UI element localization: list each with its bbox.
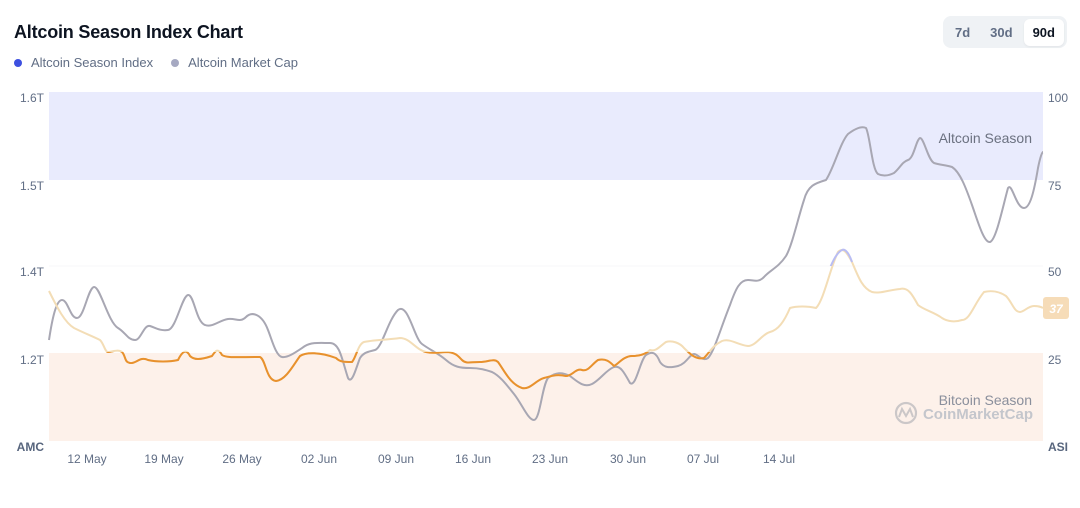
altcoin-season-label: Altcoin Season: [939, 130, 1032, 146]
bitcoin-season-label: Bitcoin Season: [939, 392, 1032, 408]
coinmarketcap-logo-icon: [894, 401, 918, 425]
altcoin-season-index-line-bitcoin-range: [105, 352, 711, 390]
legend-dot-icon: [14, 58, 22, 67]
x-tick: 09 Jun: [378, 452, 414, 466]
x-tick: 07 Jul: [687, 452, 719, 466]
legend-label: Altcoin Market Cap: [188, 55, 298, 70]
altcoin-season-band: [49, 92, 1043, 180]
current-value-text: 37: [1049, 302, 1064, 316]
x-tick: 16 Jun: [455, 452, 491, 466]
x-tick: 30 Jun: [610, 452, 646, 466]
page-title: Altcoin Season Index Chart: [14, 22, 243, 42]
legend-dot-icon: [171, 58, 180, 67]
left-tick: 1.5T: [20, 179, 45, 193]
index-peak-highlight: [829, 248, 853, 266]
range-7d-button[interactable]: 7d: [955, 24, 971, 40]
chart-legend: Altcoin Season Index Altcoin Market Cap: [14, 55, 298, 70]
left-tick: 1.6T: [20, 91, 45, 105]
right-tick: 50: [1048, 265, 1062, 279]
altcoin-market-cap-line[interactable]: [48, 126, 1044, 421]
right-tick: 100: [1048, 91, 1068, 105]
left-tick: 1.2T: [20, 353, 45, 367]
range-selector: 7d 30d 90d: [943, 16, 1067, 48]
legend-item-altcoin-market-cap[interactable]: Altcoin Market Cap: [171, 55, 298, 70]
current-value-badge: 37: [1043, 297, 1069, 319]
left-tick: 1.4T: [20, 265, 45, 279]
x-tick: 12 May: [67, 452, 106, 466]
watermark-text: CoinMarketCap: [923, 406, 1033, 423]
right-tick: 25: [1048, 353, 1062, 367]
right-tick: 75: [1048, 179, 1062, 193]
legend-item-altcoin-season-index[interactable]: Altcoin Season Index: [14, 55, 153, 70]
left-axis-title: AMC: [17, 440, 45, 454]
x-tick: 14 Jul: [763, 452, 795, 466]
bitcoin-season-band: [49, 353, 1043, 441]
range-90d-button[interactable]: 90d: [1023, 18, 1064, 46]
x-tick: 19 May: [144, 452, 183, 466]
x-tick: 26 May: [222, 452, 261, 466]
right-axis-title: ASI: [1048, 440, 1068, 454]
range-30d-button[interactable]: 30d: [990, 24, 1013, 40]
x-tick: 02 Jun: [301, 452, 337, 466]
x-tick: 23 Jun: [532, 452, 568, 466]
legend-label: Altcoin Season Index: [31, 55, 154, 70]
